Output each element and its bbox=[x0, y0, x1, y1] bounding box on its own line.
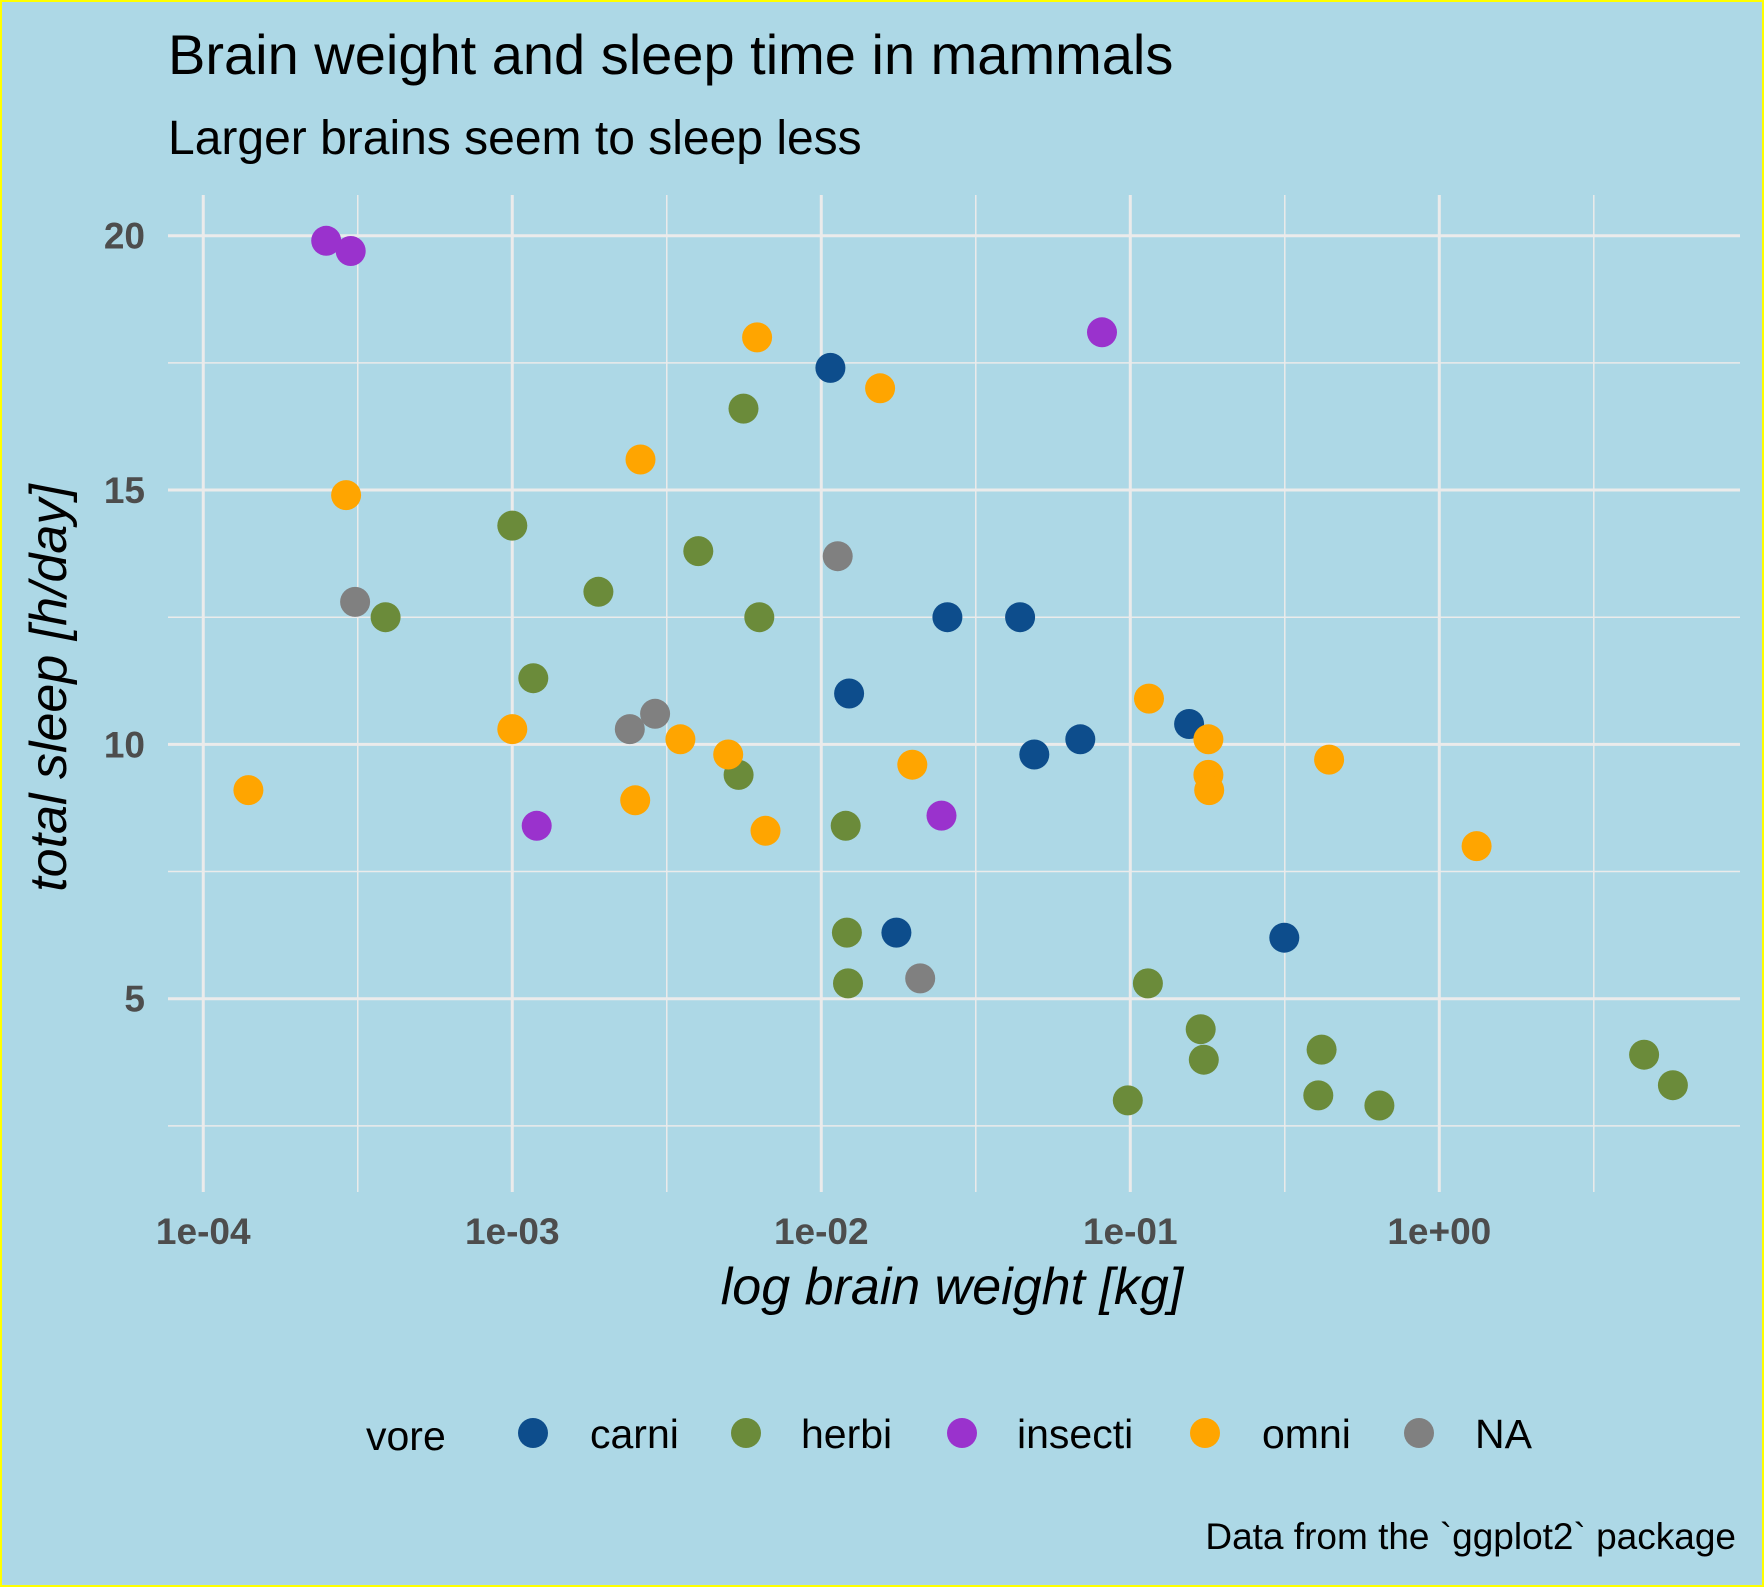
data-point-omni bbox=[742, 322, 773, 353]
data-point-herbi bbox=[583, 576, 614, 607]
data-point-carni bbox=[1005, 602, 1036, 633]
y-axis-title: total sleep [h/day] bbox=[20, 483, 78, 892]
x-tick-label: 1e-02 bbox=[774, 1211, 869, 1252]
points-layer bbox=[233, 225, 1688, 1121]
y-tick-label: 10 bbox=[104, 724, 145, 765]
data-point-omni bbox=[625, 444, 656, 475]
data-point-herbi bbox=[1132, 968, 1163, 999]
y-tick-label: 20 bbox=[104, 216, 145, 257]
data-point-insecti bbox=[521, 810, 552, 841]
data-point-omni bbox=[1461, 831, 1492, 862]
data-point-herbi bbox=[728, 393, 759, 424]
data-point-insecti bbox=[311, 225, 342, 256]
legend-title: vore bbox=[366, 1413, 446, 1459]
data-point-herbi bbox=[833, 968, 863, 999]
data-point-insecti bbox=[335, 236, 366, 266]
legend-key-carni bbox=[518, 1418, 548, 1448]
data-point-omni bbox=[1193, 724, 1224, 755]
data-point-carni bbox=[881, 917, 912, 948]
legend-label-na: NA bbox=[1475, 1411, 1533, 1457]
chart-caption: Data from the `ggplot2` package bbox=[1205, 1516, 1736, 1557]
data-point-herbi bbox=[831, 917, 862, 948]
y-tick-labels: 5 10 15 20 bbox=[104, 216, 145, 1020]
legend-key-herbi bbox=[731, 1418, 761, 1448]
data-point-carni bbox=[834, 678, 865, 709]
chart-title: Brain weight and sleep time in mammals bbox=[168, 23, 1173, 86]
data-point-herbi bbox=[744, 602, 775, 633]
data-point-carni bbox=[932, 602, 963, 633]
chart-subtitle: Larger brains seem to sleep less bbox=[168, 112, 862, 165]
data-point-omni bbox=[1314, 744, 1345, 775]
data-point-carni bbox=[1269, 922, 1300, 953]
legend: vore carni herbi insecti omni NA bbox=[366, 1411, 1533, 1459]
legend-label-omni: omni bbox=[1262, 1411, 1351, 1457]
data-point-carni bbox=[815, 352, 846, 383]
x-tick-label: 1e+00 bbox=[1387, 1211, 1491, 1252]
y-tick-label: 15 bbox=[104, 470, 145, 511]
data-point-omni bbox=[1134, 683, 1164, 714]
data-point-omni bbox=[713, 739, 744, 770]
data-point-herbi bbox=[370, 602, 401, 633]
legend-key-omni bbox=[1190, 1418, 1220, 1448]
data-point-omni bbox=[665, 724, 696, 755]
data-point-na bbox=[905, 963, 936, 994]
legend-items: carni herbi insecti omni NA bbox=[518, 1411, 1533, 1457]
data-point-omni bbox=[620, 785, 651, 816]
x-tick-label: 1e-01 bbox=[1083, 1211, 1178, 1252]
data-point-omni bbox=[497, 714, 528, 745]
legend-key-insecti bbox=[947, 1418, 977, 1448]
data-point-herbi bbox=[497, 510, 528, 541]
grid-layer bbox=[168, 195, 1740, 1192]
data-point-herbi bbox=[683, 536, 714, 567]
x-tick-labels: 1e-04 1e-03 1e-02 1e-01 1e+00 bbox=[156, 1211, 1491, 1252]
data-point-omni bbox=[750, 815, 781, 846]
y-tick-label: 5 bbox=[124, 979, 145, 1020]
data-point-carni bbox=[1019, 739, 1050, 770]
data-point-omni bbox=[1194, 775, 1225, 806]
x-tick-label: 1e-04 bbox=[156, 1211, 251, 1252]
data-point-na bbox=[822, 541, 853, 572]
data-point-herbi bbox=[1112, 1085, 1143, 1116]
data-point-omni bbox=[865, 373, 896, 404]
data-point-herbi bbox=[1188, 1044, 1219, 1075]
x-axis-title: log brain weight [kg] bbox=[721, 1258, 1185, 1316]
data-point-herbi bbox=[830, 810, 861, 841]
x-tick-label: 1e-03 bbox=[465, 1211, 560, 1252]
data-point-na bbox=[640, 698, 671, 729]
legend-label-carni: carni bbox=[590, 1411, 679, 1457]
data-point-herbi bbox=[1185, 1014, 1216, 1045]
data-point-na bbox=[614, 714, 645, 745]
data-point-herbi bbox=[1306, 1034, 1337, 1065]
legend-label-herbi: herbi bbox=[801, 1411, 892, 1457]
data-point-insecti bbox=[1087, 317, 1117, 348]
data-point-omni bbox=[233, 775, 264, 806]
data-point-herbi bbox=[518, 663, 549, 694]
data-point-omni bbox=[897, 749, 928, 780]
data-point-carni bbox=[1065, 724, 1096, 755]
data-point-herbi bbox=[1629, 1039, 1660, 1070]
data-point-herbi bbox=[1657, 1070, 1688, 1101]
data-point-na bbox=[340, 586, 371, 617]
legend-key-na bbox=[1404, 1418, 1434, 1448]
data-point-omni bbox=[331, 480, 362, 511]
data-point-herbi bbox=[1364, 1090, 1395, 1121]
data-point-insecti bbox=[926, 800, 957, 831]
legend-label-insecti: insecti bbox=[1017, 1411, 1133, 1457]
data-point-herbi bbox=[1303, 1080, 1334, 1111]
